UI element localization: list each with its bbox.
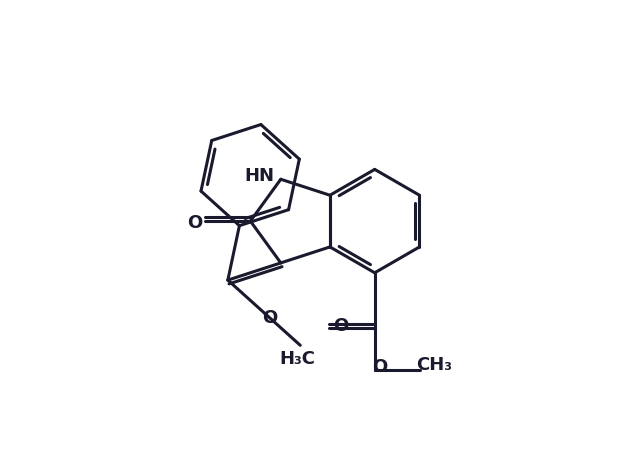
Text: O: O bbox=[262, 309, 277, 327]
Text: O: O bbox=[372, 358, 387, 376]
Text: HN: HN bbox=[244, 167, 274, 185]
Text: H₃C: H₃C bbox=[279, 350, 316, 368]
Text: CH₃: CH₃ bbox=[417, 356, 452, 374]
Text: O: O bbox=[333, 317, 349, 336]
Text: O: O bbox=[187, 214, 202, 232]
